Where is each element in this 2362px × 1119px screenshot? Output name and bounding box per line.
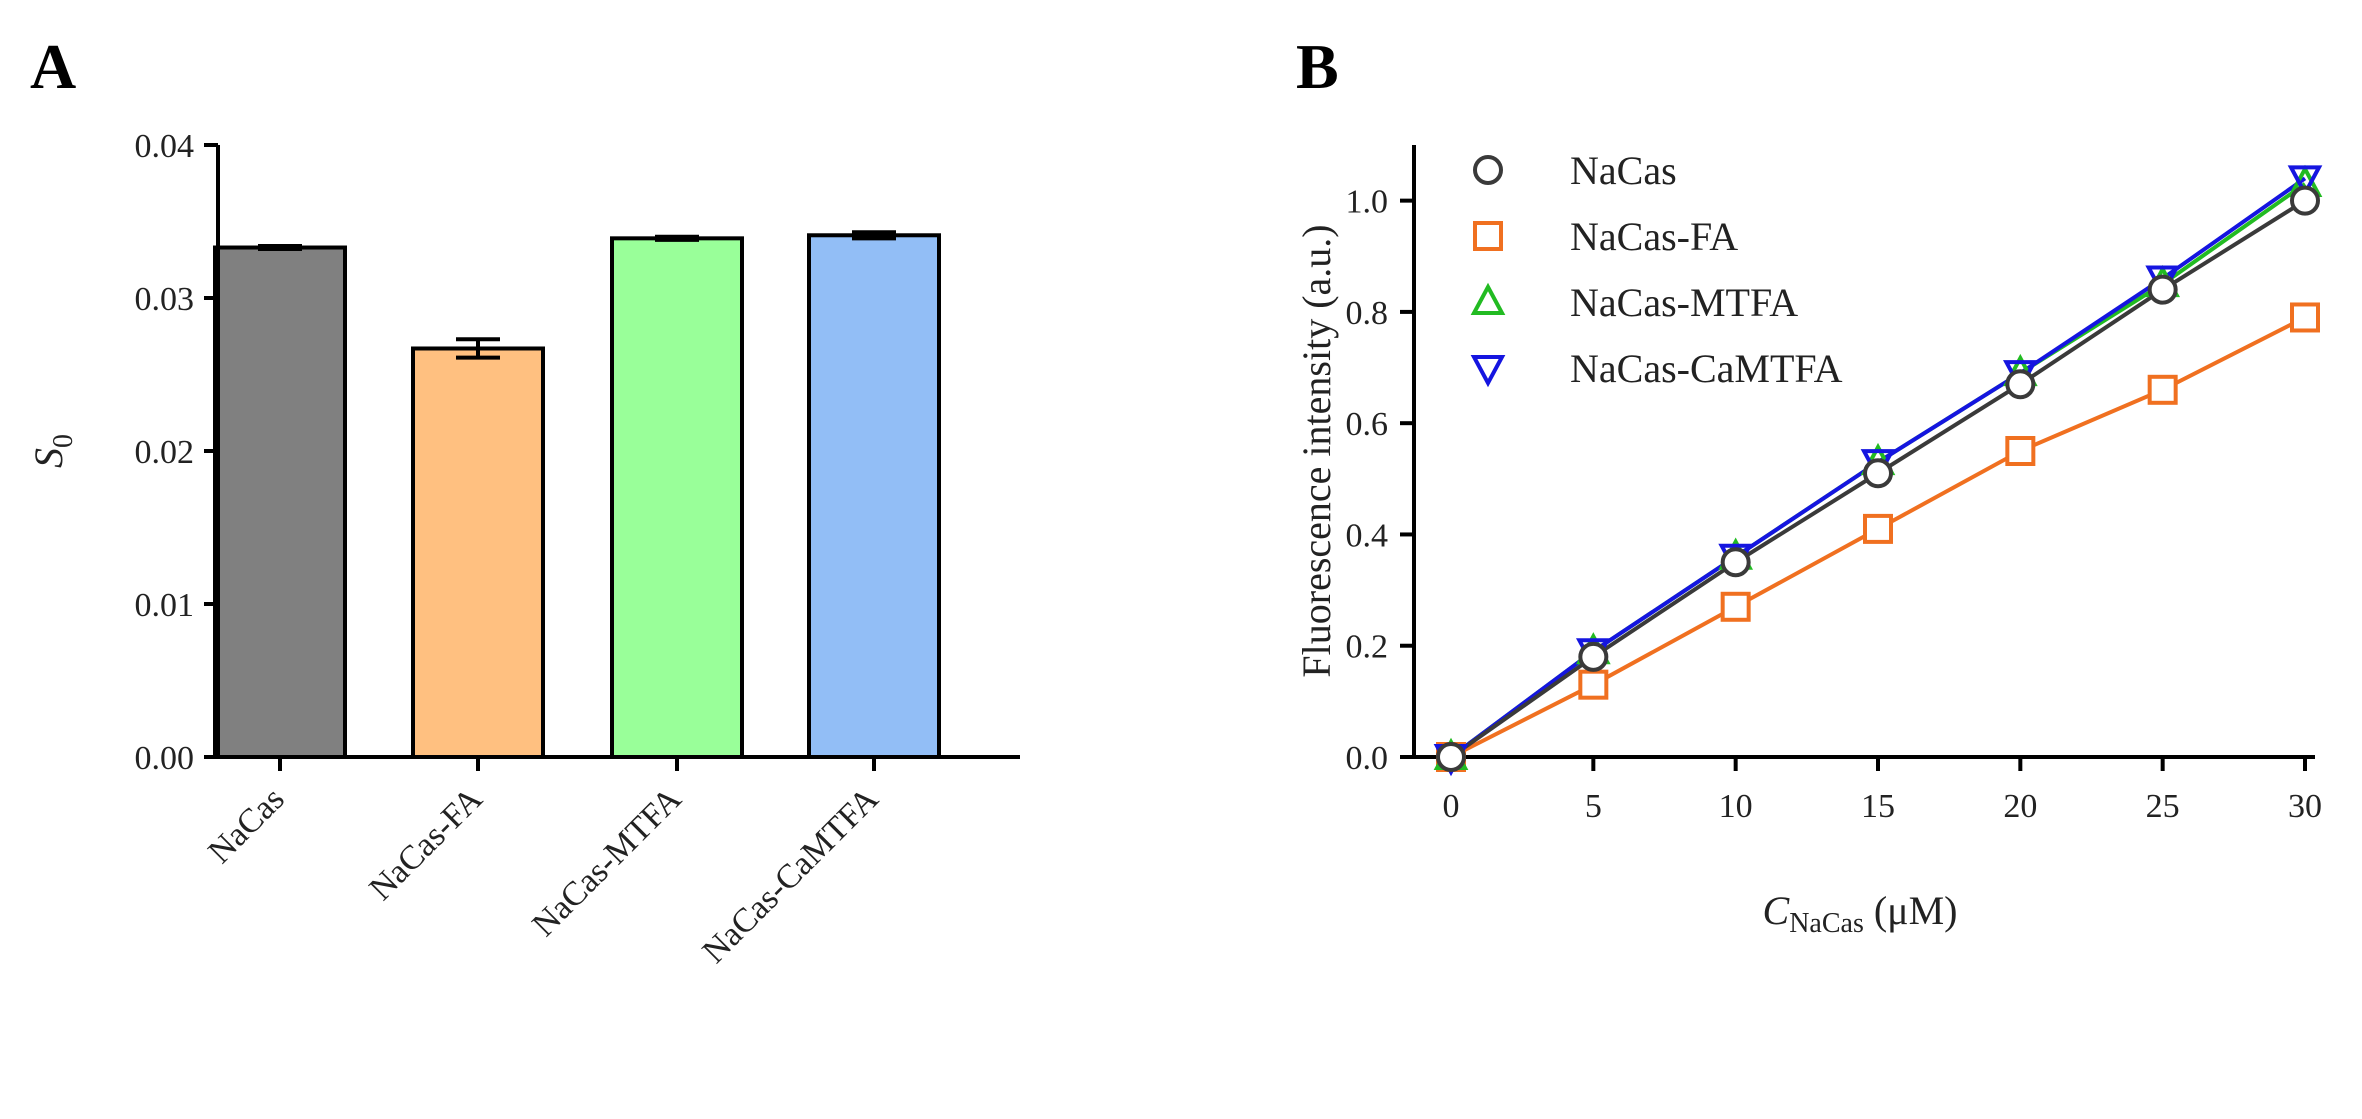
y-tick-label: 0.4 — [1346, 517, 1389, 554]
legend-marker-nacas — [1473, 155, 1503, 185]
bar-nacas-mtfa — [610, 236, 744, 759]
panel-b-x-axis-title-unit: (μM) — [1864, 888, 1958, 933]
y-tick-label: 0.00 — [135, 740, 195, 777]
y-tick-label: 0.2 — [1346, 629, 1389, 666]
x-tick-label-nacas-camtfa: NaCas-CaMTFA — [696, 780, 886, 970]
x-tick-label: 20 — [2003, 788, 2037, 825]
y-tick-label: 0.01 — [135, 587, 195, 624]
x-tick-label: 15 — [1861, 788, 1895, 825]
legend-label-nacas-camtfa: NaCas-CaMTFA — [1570, 346, 1843, 391]
panel-b-x-axis-title-main: C — [1763, 888, 1791, 933]
point-nacas-fa — [1720, 591, 1751, 622]
y-tick-label: 0.6 — [1346, 406, 1389, 443]
x-tick-label: 10 — [1719, 788, 1753, 825]
y-tick-label: 0.04 — [135, 128, 195, 165]
point-nacas-fa — [2147, 374, 2178, 405]
panel-b-y-axis-title: Fluorescence intensity (a.u.) — [1294, 224, 1339, 677]
y-tick-label: 0.03 — [135, 281, 195, 318]
legend-marker-nacas-camtfa — [1470, 355, 1506, 388]
panel-b: B 0.00.20.40.60.81.0 0 5 10 15 20 25 30 NaCasN… — [1294, 31, 2323, 939]
legend-marker-nacas-mtfa — [1470, 282, 1506, 315]
point-nacas-fa — [1863, 513, 1893, 544]
x-tick-label: 0 — [1443, 788, 1460, 825]
panel-b-x-axis-title: CNaCas (μM) — [1763, 888, 1958, 939]
panel-a: A 0.000.010.020.030.04 NaCas NaCas-FA NaCa… — [26, 31, 1020, 970]
panel-a-bars — [213, 233, 941, 759]
point-nacas — [1863, 458, 1893, 489]
legend-label-nacas-fa: NaCas-FA — [1570, 214, 1738, 259]
point-nacas — [2147, 274, 2178, 305]
y-tick-label: 0.02 — [135, 434, 195, 471]
y-tick-label: 1.0 — [1346, 184, 1389, 221]
panel-a-letter: A — [30, 31, 76, 102]
x-tick-label: 30 — [2288, 788, 2322, 825]
y-tick-label: 0.8 — [1346, 295, 1389, 332]
legend-label-nacas-mtfa: NaCas-MTFA — [1570, 280, 1798, 325]
panel-b-series — [1433, 164, 2323, 777]
x-tick-label-nacas: NaCas — [201, 780, 291, 870]
x-tick-label-nacas-fa: NaCas-FA — [362, 780, 490, 908]
panel-a-y-ticks: 0.00 0.01 0.02 0.03 0.04 — [135, 128, 218, 777]
x-tick-label-nacas-mtfa: NaCas-MTFA — [525, 780, 689, 944]
y-tick-label: 0.0 — [1346, 740, 1389, 777]
point-nacas — [1720, 547, 1751, 578]
x-tick-label: 5 — [1585, 788, 1602, 825]
legend-marker-nacas-fa — [1473, 221, 1503, 251]
panel-a-y-axis-title: S0 — [26, 434, 79, 468]
panel-b-y-ticks: 0.0 0.2 0.4 0.6 0.8 1.0 — [1346, 184, 1414, 777]
point-nacas — [1578, 641, 1609, 672]
bar-nacas-camtfa — [807, 233, 941, 759]
point-nacas-fa — [2290, 302, 2320, 333]
panel-b-letter: B — [1296, 31, 1339, 102]
panel-a-y-axis-title-main: S — [26, 448, 71, 468]
x-tick-label: 25 — [2146, 788, 2180, 825]
point-nacas — [2005, 369, 2036, 400]
bar-nacas — [213, 245, 347, 759]
panel-b-x-axis-title-subscript: NaCas — [1789, 908, 1864, 939]
panel-b-legend: NaCas NaCas-FA NaCas-MTFA NaCas-CaMTFA — [1470, 148, 1843, 391]
panel-a-error-bars — [258, 230, 896, 360]
point-nacas — [2290, 185, 2320, 216]
panel-b-x-ticks: 0 5 10 15 20 25 30 — [1443, 757, 2322, 825]
bar-nacas-fa — [411, 346, 545, 759]
legend-label-nacas: NaCas — [1570, 148, 1677, 193]
point-nacas-camtfa — [2287, 165, 2323, 198]
point-nacas-fa — [2005, 436, 2036, 466]
panel-a-x-ticks: NaCas NaCas-FA NaCas-MTFA NaCas-CaMTFA — [201, 757, 886, 970]
point-nacas — [1436, 742, 1466, 772]
panel-a-y-axis-title-subscript: 0 — [48, 434, 79, 448]
point-nacas-fa — [1578, 669, 1609, 700]
